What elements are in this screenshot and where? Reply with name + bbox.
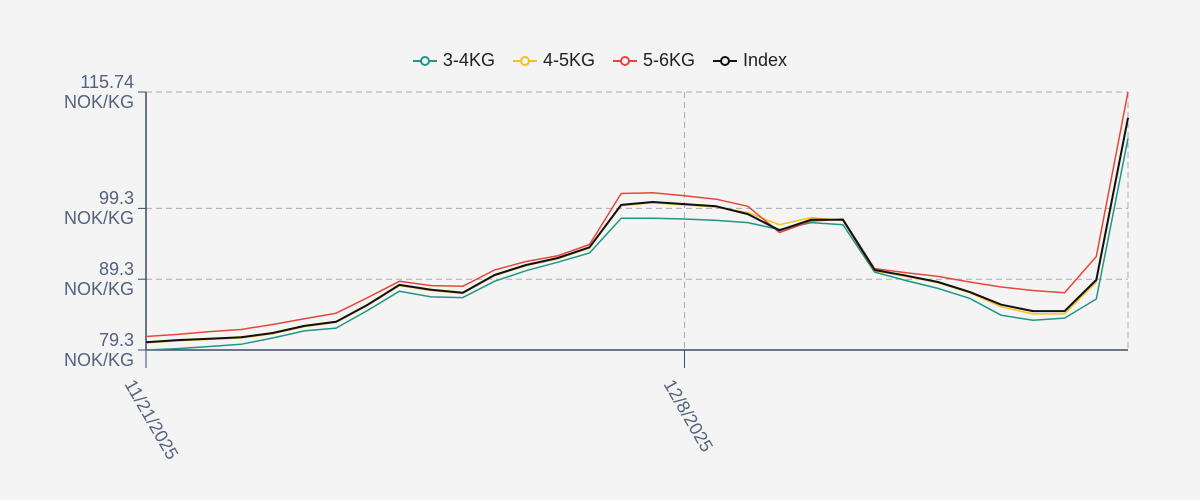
y-tick-label: 79.3 NOK/KG [63, 330, 134, 370]
y-tick-label: 115.74 NOK/KG [63, 72, 134, 112]
legend-marker [612, 55, 637, 66]
legend-dot [619, 55, 630, 66]
legend-item: 3-4KG [412, 50, 495, 71]
legend-item: 5-6KG [612, 50, 696, 71]
series-line [145, 118, 1129, 344]
legend-label: 5-6KG [642, 50, 696, 70]
series-line [145, 117, 1129, 344]
series-line [145, 91, 1129, 338]
legend-dot [419, 55, 430, 66]
legend-dot [519, 55, 530, 66]
legend-item: Index [713, 50, 787, 71]
y-tick-label: 89.3 NOK/KG [63, 259, 134, 300]
y-tick-label: 99.3 NOK/KG [63, 188, 134, 229]
legend-label: 4-5KG [542, 50, 595, 70]
legend-marker [713, 55, 738, 66]
legend-item: 4-5KG [512, 50, 595, 71]
series-line [145, 138, 1129, 351]
legend-dot [720, 55, 731, 66]
legend-label: 3-4KG [442, 50, 495, 70]
legend-marker [512, 55, 537, 66]
legend-label: Index [743, 50, 788, 70]
legend-marker [412, 55, 437, 66]
legend: 3-4KG 4-5KG 5-6KG Index [0, 50, 1200, 71]
